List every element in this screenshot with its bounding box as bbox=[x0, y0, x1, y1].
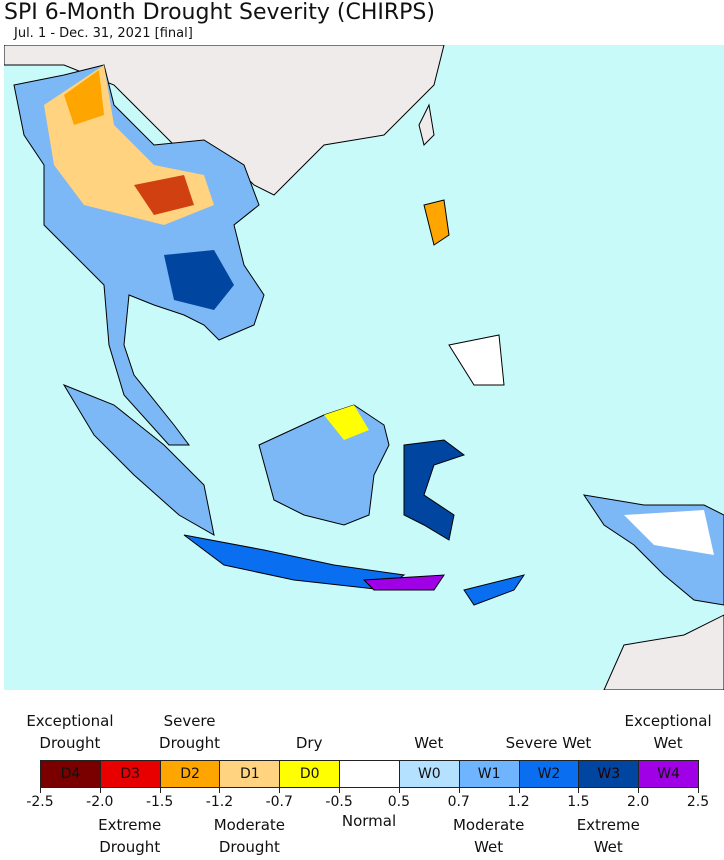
legend-label: Exceptional Wet bbox=[624, 712, 712, 752]
legend-label: Normal bbox=[341, 812, 397, 830]
legend-label: Extreme Drought bbox=[98, 816, 162, 856]
legend-swatch: W4 bbox=[638, 760, 699, 788]
legend-label: Severe Drought bbox=[159, 712, 221, 752]
legend-label: Extreme Wet bbox=[576, 816, 640, 856]
tick-mark bbox=[99, 788, 101, 793]
tick-label: 1.2 bbox=[507, 794, 530, 810]
tick-label: -1.2 bbox=[205, 794, 234, 810]
tick-label: 1.5 bbox=[567, 794, 590, 810]
legend-label: Exceptional Drought bbox=[26, 712, 114, 752]
legend-label: Moderate Drought bbox=[213, 816, 286, 856]
tick-label: 2.0 bbox=[627, 794, 650, 810]
legend-swatch: W0 bbox=[398, 760, 460, 788]
legend: D4 Exceptional Drought D3 Extreme Drought D2… bbox=[0, 700, 724, 860]
legend-swatch: D0 bbox=[279, 760, 341, 788]
tick-label: -0.7 bbox=[265, 794, 293, 810]
legend-swatch: D4 bbox=[40, 760, 101, 788]
tick-label: -2.0 bbox=[86, 794, 114, 810]
legend-swatch: W1 bbox=[458, 760, 520, 788]
tick-label: 0.5 bbox=[387, 794, 411, 810]
legend-label: Dry bbox=[295, 734, 323, 752]
legend-label: Moderate Wet bbox=[452, 816, 525, 856]
tick-mark bbox=[578, 788, 580, 793]
tick-mark bbox=[398, 788, 400, 793]
tick-mark bbox=[279, 788, 281, 793]
tick-mark bbox=[339, 788, 341, 793]
tick-label: 2.5 bbox=[686, 794, 710, 810]
tick-mark bbox=[40, 788, 41, 793]
legend-label: Wet bbox=[414, 734, 444, 752]
tick-mark bbox=[638, 788, 640, 793]
tick-mark bbox=[518, 788, 520, 793]
legend-swatch: W2 bbox=[518, 760, 580, 788]
subtitle: Jul. 1 - Dec. 31, 2021 [final] bbox=[14, 26, 193, 41]
legend-swatch: D3 bbox=[99, 760, 161, 788]
title: SPI 6-Month Drought Severity (CHIRPS) bbox=[4, 0, 435, 25]
tick-label: 0.7 bbox=[447, 794, 470, 810]
legend-swatch: D1 bbox=[219, 760, 281, 788]
tick-mark bbox=[219, 788, 221, 793]
legend-swatch: D2 bbox=[159, 760, 221, 788]
tick-label: -2.5 bbox=[26, 794, 54, 810]
tick-label: -1.5 bbox=[145, 794, 174, 810]
legend-swatch bbox=[339, 760, 400, 788]
tick-mark bbox=[458, 788, 460, 793]
tick-mark bbox=[698, 788, 699, 793]
tick-mark bbox=[159, 788, 161, 793]
legend-label: Severe Wet bbox=[505, 734, 592, 752]
legend-swatch: W3 bbox=[578, 760, 640, 788]
map bbox=[4, 45, 724, 690]
tick-label: -0.5 bbox=[325, 794, 353, 810]
